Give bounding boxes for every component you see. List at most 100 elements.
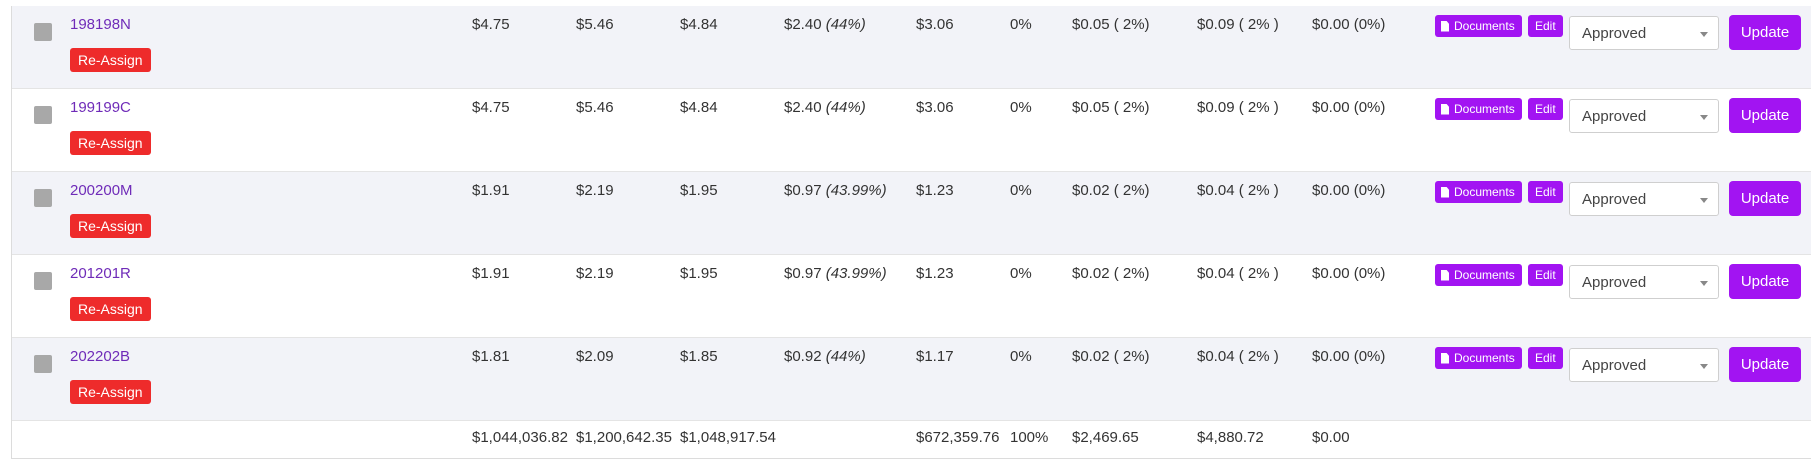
file-icon xyxy=(1441,20,1449,32)
update-button[interactable]: Update xyxy=(1729,15,1801,50)
status-value: Approved xyxy=(1582,25,1647,42)
caret-down-icon xyxy=(1700,115,1708,120)
cell-col5: $1.23 xyxy=(916,182,954,199)
cell-col4-percent: (43.99%) xyxy=(825,265,887,282)
cell-col9: $0.00 (0%) xyxy=(1312,16,1386,33)
documents-label: Documents xyxy=(1454,268,1515,282)
cell-col4-percent: (44%) xyxy=(825,348,866,365)
reassign-button[interactable]: Re-Assign xyxy=(70,380,151,404)
documents-button[interactable]: Documents xyxy=(1435,15,1522,37)
status-select[interactable]: Approved xyxy=(1569,16,1719,50)
cell-col6: 0% xyxy=(1010,182,1032,199)
update-button[interactable]: Update xyxy=(1729,347,1801,382)
cell-col5: $3.06 xyxy=(916,99,954,116)
cell-col6: 0% xyxy=(1010,265,1032,282)
cell-col5: $3.06 xyxy=(916,16,954,33)
cell-col6: 0% xyxy=(1010,348,1032,365)
total-col3: $1,048,917.54 xyxy=(680,429,776,446)
cell-col2: $5.46 xyxy=(576,99,614,116)
cell-col4-value: $2.40 xyxy=(784,99,822,116)
totals-row: $1,044,036.82 $1,200,642.35 $1,048,917.5… xyxy=(12,420,1811,458)
cell-col3: $1.85 xyxy=(680,348,718,365)
cell-col4: $2.40 (44%) xyxy=(784,16,866,33)
cell-col1: $1.91 xyxy=(472,265,510,282)
data-table: 198198N Re-Assign $4.75 $5.46 $4.84 $2.40 (44… xyxy=(11,6,1811,459)
edit-button[interactable]: Edit xyxy=(1528,98,1563,120)
status-select[interactable]: Approved xyxy=(1569,99,1719,133)
row-id-link[interactable]: 202202B xyxy=(70,348,131,365)
row-checkbox[interactable] xyxy=(34,23,52,41)
cell-col3: $1.95 xyxy=(680,182,718,199)
cell-col6: 0% xyxy=(1010,16,1032,33)
table-row: 201201R Re-Assign $1.91 $2.19 $1.95 $0.97 (43… xyxy=(12,254,1811,337)
cell-col8: $0.04 ( 2% ) xyxy=(1197,182,1279,199)
edit-button[interactable]: Edit xyxy=(1528,15,1563,37)
row-id-link[interactable]: 198198N xyxy=(70,16,131,33)
cell-col4-value: $0.97 xyxy=(784,182,822,199)
documents-button[interactable]: Documents xyxy=(1435,347,1522,369)
table-body: 198198N Re-Assign $4.75 $5.46 $4.84 $2.40 (44… xyxy=(12,6,1811,420)
status-select[interactable]: Approved xyxy=(1569,182,1719,216)
row-checkbox[interactable] xyxy=(34,189,52,207)
cell-col4: $0.92 (44%) xyxy=(784,348,866,365)
cell-col4-value: $0.92 xyxy=(784,348,822,365)
cell-col5: $1.17 xyxy=(916,348,954,365)
documents-button[interactable]: Documents xyxy=(1435,181,1522,203)
cell-col7: $0.05 ( 2%) xyxy=(1072,99,1150,116)
edit-button[interactable]: Edit xyxy=(1528,264,1563,286)
cell-col9: $0.00 (0%) xyxy=(1312,348,1386,365)
cell-col1: $1.81 xyxy=(472,348,510,365)
reassign-button[interactable]: Re-Assign xyxy=(70,131,151,155)
file-icon xyxy=(1441,186,1449,198)
cell-col4-value: $0.97 xyxy=(784,265,822,282)
row-id-link[interactable]: 200200M xyxy=(70,182,133,199)
row-checkbox[interactable] xyxy=(34,272,52,290)
cell-col8: $0.04 ( 2% ) xyxy=(1197,265,1279,282)
update-button[interactable]: Update xyxy=(1729,264,1801,299)
edit-button[interactable]: Edit xyxy=(1528,181,1563,203)
cell-col3: $4.84 xyxy=(680,16,718,33)
cell-col4-percent: (44%) xyxy=(825,16,866,33)
documents-button[interactable]: Documents xyxy=(1435,98,1522,120)
file-icon xyxy=(1441,269,1449,281)
cell-col8: $0.09 ( 2% ) xyxy=(1197,16,1279,33)
edit-button[interactable]: Edit xyxy=(1528,347,1563,369)
update-button[interactable]: Update xyxy=(1729,98,1801,133)
table-row: 199199C Re-Assign $4.75 $5.46 $4.84 $2.40 (44… xyxy=(12,88,1811,171)
table-row: 200200M Re-Assign $1.91 $2.19 $1.95 $0.97 (43… xyxy=(12,171,1811,254)
total-col2: $1,200,642.35 xyxy=(576,429,672,446)
status-select[interactable]: Approved xyxy=(1569,348,1719,382)
cell-col4: $0.97 (43.99%) xyxy=(784,182,887,199)
reassign-button[interactable]: Re-Assign xyxy=(70,214,151,238)
cell-col6: 0% xyxy=(1010,99,1032,116)
row-id-link[interactable]: 199199C xyxy=(70,99,131,116)
documents-label: Documents xyxy=(1454,19,1515,33)
cell-col2: $2.09 xyxy=(576,348,614,365)
update-button[interactable]: Update xyxy=(1729,181,1801,216)
caret-down-icon xyxy=(1700,281,1708,286)
total-col6: 100% xyxy=(1010,429,1049,446)
reassign-button[interactable]: Re-Assign xyxy=(70,48,151,72)
cell-col1: $1.91 xyxy=(472,182,510,199)
cell-col7: $0.02 ( 2%) xyxy=(1072,265,1150,282)
total-col5: $672,359.76 xyxy=(916,429,1000,446)
row-checkbox[interactable] xyxy=(34,355,52,373)
status-select[interactable]: Approved xyxy=(1569,265,1719,299)
total-col8: $4,880.72 xyxy=(1197,429,1264,446)
cell-col1: $4.75 xyxy=(472,16,510,33)
total-col9: $0.00 xyxy=(1312,429,1350,446)
cell-col7: $0.02 ( 2%) xyxy=(1072,348,1150,365)
cell-col8: $0.09 ( 2% ) xyxy=(1197,99,1279,116)
status-value: Approved xyxy=(1582,108,1647,125)
cell-col1: $4.75 xyxy=(472,99,510,116)
reassign-button[interactable]: Re-Assign xyxy=(70,297,151,321)
caret-down-icon xyxy=(1700,32,1708,37)
caret-down-icon xyxy=(1700,198,1708,203)
documents-button[interactable]: Documents xyxy=(1435,264,1522,286)
cell-col8: $0.04 ( 2% ) xyxy=(1197,348,1279,365)
cell-col5: $1.23 xyxy=(916,265,954,282)
row-checkbox[interactable] xyxy=(34,106,52,124)
status-value: Approved xyxy=(1582,274,1647,291)
row-id-link[interactable]: 201201R xyxy=(70,265,131,282)
status-value: Approved xyxy=(1582,191,1647,208)
